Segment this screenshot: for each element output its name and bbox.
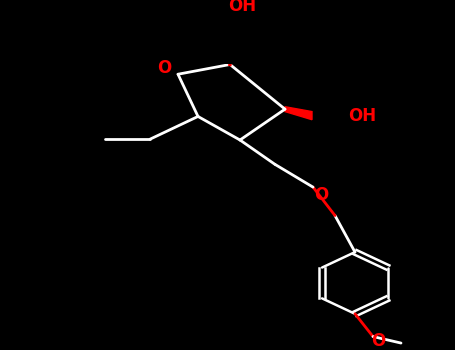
Text: O: O <box>314 186 328 204</box>
Polygon shape <box>285 107 312 120</box>
Text: OH: OH <box>228 0 256 15</box>
Text: O: O <box>157 59 171 77</box>
Text: OH: OH <box>348 107 376 125</box>
Text: O: O <box>371 331 385 350</box>
